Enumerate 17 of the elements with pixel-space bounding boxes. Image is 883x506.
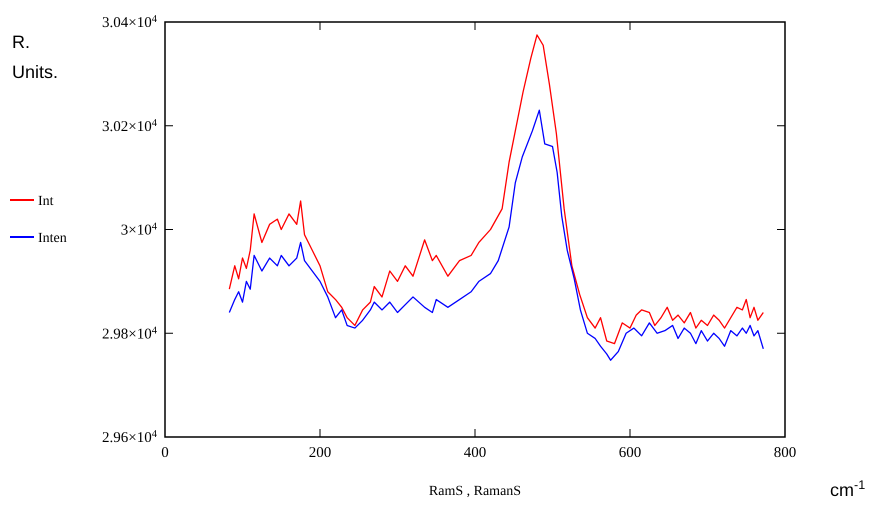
y-tick-label: 2.96×10$^{4}$ xyxy=(102,428,158,446)
legend-label: Inten xyxy=(38,231,67,246)
legend-label: Int xyxy=(38,194,54,209)
x-tick-label: 800 xyxy=(774,445,796,461)
line-series xyxy=(228,110,764,361)
x-tick-label: 200 xyxy=(308,445,332,461)
text: cm$^{-1}$ xyxy=(830,478,866,500)
y-axis-title: R. Units. xyxy=(12,32,58,82)
x-tick-label: 400 xyxy=(464,445,486,461)
x-tick-label: 0 xyxy=(161,445,169,461)
x-tick-label: 600 xyxy=(618,445,642,461)
x-axis-title: RamS , RamanS xyxy=(428,484,522,499)
y-tick-label: 3.02×10$^{4}$ xyxy=(102,117,158,135)
y-tick-label: 2.98×10$^{4}$ xyxy=(102,324,158,342)
line-series xyxy=(228,34,764,344)
y-tick-label: 3×10$^{4}$ xyxy=(120,221,158,238)
y-tick-label: 3.04×10$^{4}$ xyxy=(102,14,158,31)
